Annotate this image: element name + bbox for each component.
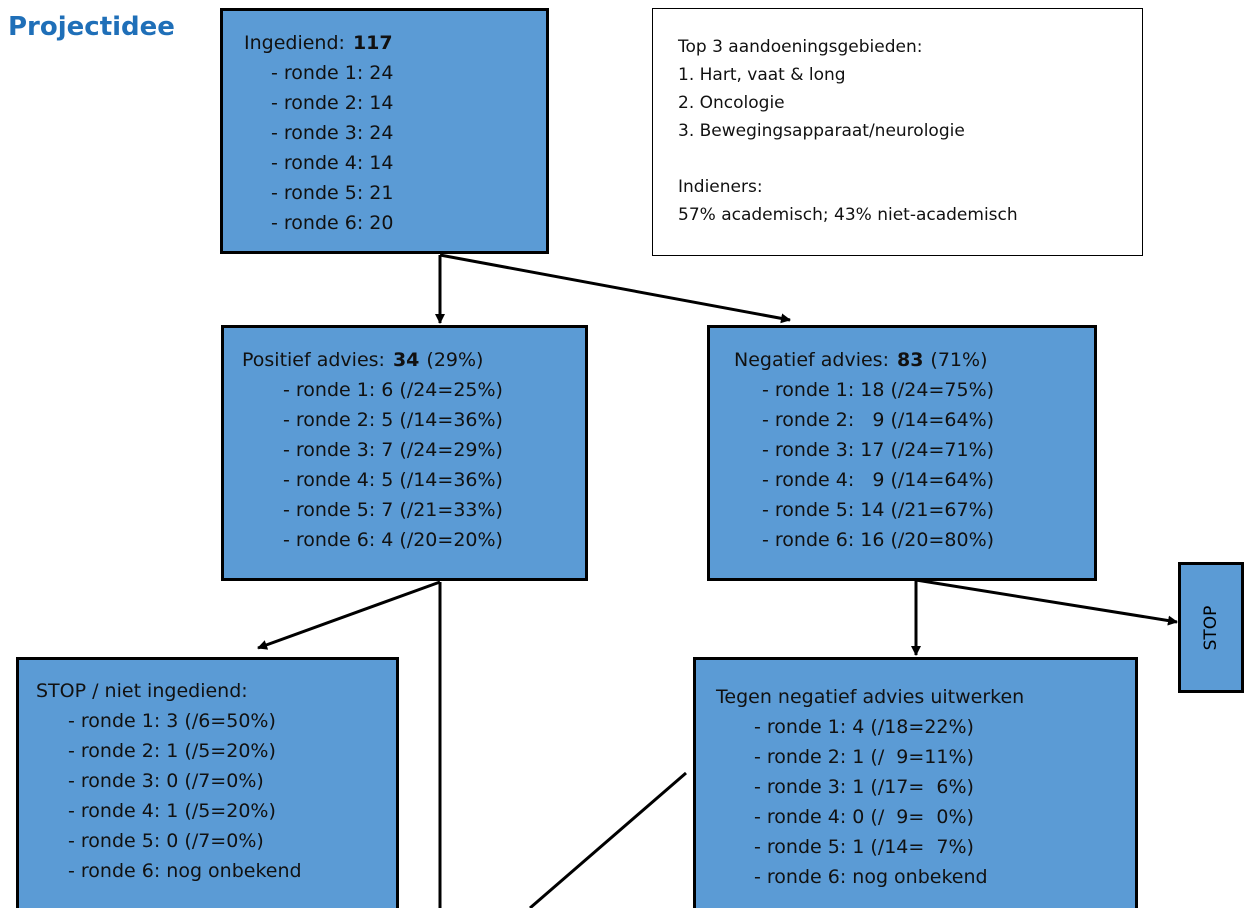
node-heading: Negatief advies: 83 (71%)	[734, 345, 1094, 375]
node-heading: Tegen negatief advies uitwerken	[716, 682, 1135, 712]
node-percent: (71%)	[930, 349, 988, 371]
node-heading: Ingediend: 117	[244, 28, 546, 58]
node-item: - ronde 2: 14	[271, 92, 394, 114]
info-text: 57% academisch; 43% niet-academisch	[678, 205, 1018, 225]
info-box: Top 3 aandoeningsgebieden: 1. Hart, vaat…	[652, 8, 1143, 256]
node-count: 117	[352, 32, 393, 54]
node-item: - ronde 3: 17 (/24=71%)	[762, 439, 995, 461]
node-item: - ronde 2: 5 (/14=36%)	[283, 409, 503, 431]
node-item: - ronde 4: 1 (/5=20%)	[68, 800, 276, 822]
node-label: STOP / niet ingediend:	[36, 680, 248, 702]
node-item: - ronde 2: 1 (/ 9=11%)	[754, 746, 974, 768]
node-count: 34	[392, 349, 420, 371]
node-item: - ronde 3: 24	[271, 122, 394, 144]
node-item: - ronde 5: 0 (/7=0%)	[68, 830, 264, 852]
page-title: Projectidee	[8, 12, 175, 42]
node-item: - ronde 1: 18 (/24=75%)	[762, 379, 995, 401]
node-item: - ronde 4: 14	[271, 152, 394, 174]
node-label: Positief advies:	[242, 349, 385, 371]
node-item: - ronde 1: 6 (/24=25%)	[283, 379, 503, 401]
arrow	[257, 580, 441, 650]
node-box: Negatief advies: 83 (71%) - ronde 1: 18 (/2…	[707, 325, 1097, 581]
node-item: - ronde 4: 5 (/14=36%)	[283, 469, 503, 491]
node-box: Ingediend: 117 - ronde 1: 24 - ronde 2: 14 -…	[220, 8, 549, 254]
node-item: - ronde 6: 4 (/20=20%)	[283, 529, 503, 551]
node-item: - ronde 1: 4 (/18=22%)	[754, 716, 974, 738]
info-item: 1. Hart, vaat & long	[678, 65, 846, 85]
node-item: - ronde 6: nog onbekend	[754, 866, 988, 888]
node-label: Negatief advies:	[734, 349, 889, 371]
node-box: Tegen negatief advies uitwerken - ronde 1…	[693, 657, 1138, 908]
node-item: - ronde 1: 24	[271, 62, 394, 84]
info-title: Top 3 aandoeningsgebieden:	[678, 37, 923, 57]
node-item: - ronde 3: 1 (/17= 6%)	[754, 776, 974, 798]
node-count: 83	[896, 349, 924, 371]
info-item: 2. Oncologie	[678, 93, 785, 113]
node-item: - ronde 6: 16 (/20=80%)	[762, 529, 995, 551]
line	[529, 771, 687, 908]
node-box: Positief advies: 34 (29%) - ronde 1: 6 (/24…	[221, 325, 588, 581]
node-box: STOP / niet ingediend: - ronde 1: 3 (/6=5…	[16, 657, 399, 908]
node-item: - ronde 2: 9 (/14=64%)	[762, 409, 995, 431]
node-item: - ronde 3: 0 (/7=0%)	[68, 770, 264, 792]
node-heading: Positief advies: 34 (29%)	[242, 345, 585, 375]
node-item: - ronde 2: 1 (/5=20%)	[68, 740, 276, 762]
info-item: 3. Bewegingsapparaat/neurologie	[678, 121, 965, 141]
node-heading: STOP / niet ingediend:	[36, 676, 396, 706]
node-item: - ronde 4: 0 (/ 9= 0%)	[754, 806, 974, 828]
node-item: - ronde 1: 3 (/6=50%)	[68, 710, 276, 732]
node-item: - ronde 5: 14 (/21=67%)	[762, 499, 995, 521]
node-item: - ronde 6: 20	[271, 212, 394, 234]
node-item: - ronde 5: 21	[271, 182, 394, 204]
info-title: Indieners:	[678, 177, 763, 197]
arrow	[439, 253, 791, 324]
node-item: - ronde 5: 7 (/21=33%)	[283, 499, 503, 521]
stop-label: STOP	[1201, 605, 1221, 650]
arrow	[915, 578, 1178, 626]
node-item: - ronde 3: 7 (/24=29%)	[283, 439, 503, 461]
node-label: Tegen negatief advies uitwerken	[716, 686, 1025, 708]
node-percent: (29%)	[426, 349, 484, 371]
node-item: - ronde 5: 1 (/14= 7%)	[754, 836, 974, 858]
node-label: Ingediend:	[244, 32, 345, 54]
stop-box: STOP	[1178, 562, 1244, 693]
node-item: - ronde 6: nog onbekend	[68, 860, 302, 882]
node-item: - ronde 4: 9 (/14=64%)	[762, 469, 995, 491]
